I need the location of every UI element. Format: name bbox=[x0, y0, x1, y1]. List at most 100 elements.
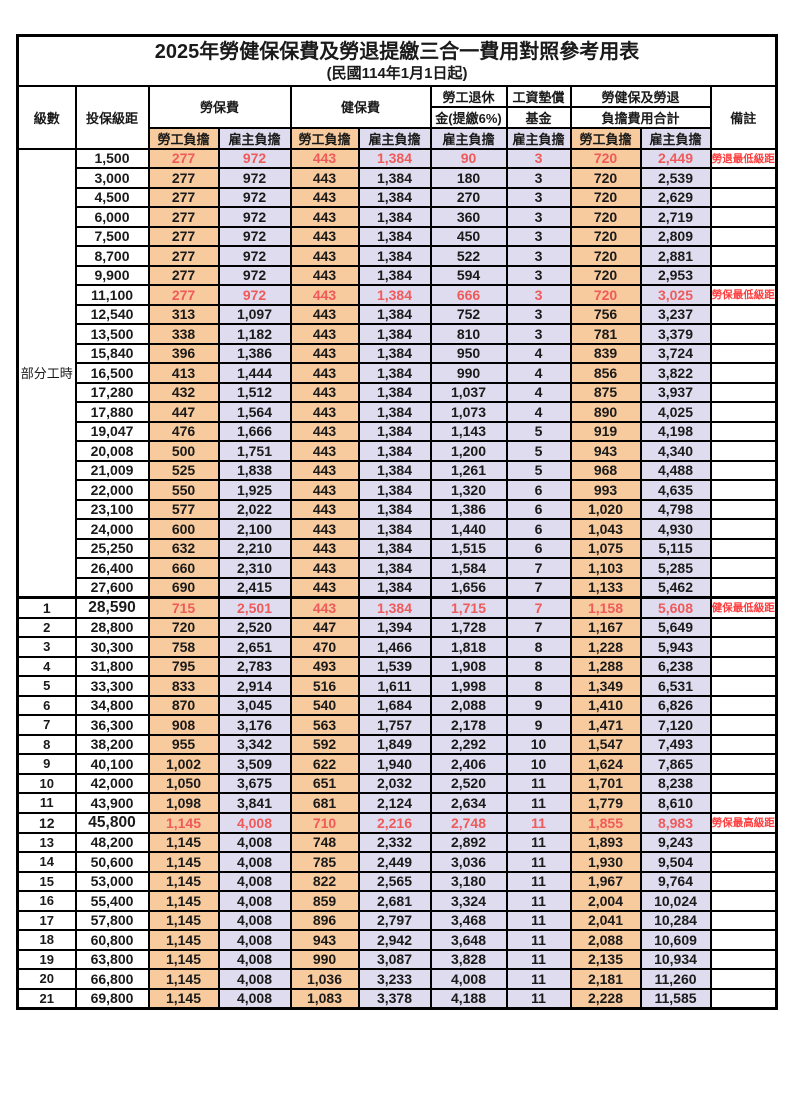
cell-health-employer: 1,684 bbox=[357, 694, 432, 716]
subheader-health-employer: 雇主負擔 bbox=[357, 126, 432, 150]
cell-total-employee: 1,930 bbox=[569, 851, 642, 873]
cell-pension-employer: 1,998 bbox=[429, 675, 508, 697]
cell-labor-employee: 476 bbox=[147, 420, 220, 442]
cell-total-employee: 1,133 bbox=[569, 576, 642, 598]
cell-health-employer: 2,681 bbox=[357, 890, 432, 912]
table-row: 20,008 500 1,751 443 1,384 1,200 5 943 4,340 bbox=[18, 440, 778, 462]
cell-wage-fund-employer: 11 bbox=[505, 870, 572, 892]
header-wage-fund-line2: 基金 bbox=[505, 105, 572, 129]
cell-health-employee: 1,083 bbox=[289, 987, 360, 1009]
cell-total-employer: 4,488 bbox=[639, 459, 712, 481]
cell-labor-employee: 1,098 bbox=[147, 792, 220, 814]
cell-note bbox=[709, 694, 778, 716]
cell-note bbox=[709, 206, 778, 228]
table-row: 21 69,800 1,145 4,008 1,083 3,378 4,188 11 2,228… bbox=[16, 987, 778, 1009]
cell-total-employer: 4,340 bbox=[639, 440, 712, 462]
cell-total-employee: 1,075 bbox=[569, 537, 642, 559]
cell-wage-fund-employer: 7 bbox=[505, 576, 572, 598]
table-row: 16 55,400 1,145 4,008 859 2,681 3,324 11 2,004 10… bbox=[16, 890, 778, 912]
cell-wage-fund-employer: 4 bbox=[505, 342, 572, 364]
cell-health-employee: 443 bbox=[289, 401, 360, 423]
cell-labor-employer: 2,310 bbox=[217, 557, 292, 579]
cell-total-employer: 3,937 bbox=[639, 381, 712, 403]
cell-health-employer: 1,384 bbox=[357, 323, 432, 345]
cell-wage-fund-employer: 8 bbox=[505, 655, 572, 677]
cell-labor-employer: 972 bbox=[217, 264, 292, 286]
cell-health-employee: 681 bbox=[289, 792, 360, 814]
cell-total-employer: 2,449 bbox=[639, 147, 712, 169]
cell-labor-employee: 1,002 bbox=[147, 753, 220, 775]
cell-bracket: 23,100 bbox=[74, 498, 150, 520]
cell-pension-employer: 90 bbox=[429, 147, 508, 169]
cell-total-employee: 1,167 bbox=[569, 616, 642, 638]
cell-level: 10 bbox=[16, 772, 77, 794]
cell-health-employee: 822 bbox=[289, 870, 360, 892]
header-labor-insurance: 勞保費 bbox=[147, 84, 292, 129]
cell-labor-employee: 396 bbox=[147, 342, 220, 364]
cell-health-employer: 1,611 bbox=[357, 675, 432, 697]
cell-bracket: 28,800 bbox=[74, 616, 150, 638]
cell-bracket: 26,400 bbox=[74, 557, 150, 579]
subheader-total-employee: 勞工負擔 bbox=[569, 126, 642, 150]
cell-total-employee: 2,135 bbox=[569, 948, 642, 970]
cell-pension-employer: 270 bbox=[429, 186, 508, 208]
subheader-labor-employee: 勞工負擔 bbox=[147, 126, 220, 150]
cell-total-employee: 2,041 bbox=[569, 909, 642, 931]
cell-bracket: 27,600 bbox=[74, 576, 150, 598]
header-wage-fund-line1: 工資墊償 bbox=[505, 84, 572, 108]
table-row: 4,500 277 972 443 1,384 270 3 720 2,629 bbox=[18, 186, 778, 208]
cell-health-employee: 443 bbox=[289, 459, 360, 481]
cell-health-employee: 443 bbox=[289, 167, 360, 189]
cell-labor-employer: 1,751 bbox=[217, 440, 292, 462]
cell-note bbox=[709, 342, 778, 364]
cell-labor-employee: 577 bbox=[147, 498, 220, 520]
cell-total-employee: 1,471 bbox=[569, 714, 642, 736]
cell-labor-employee: 1,145 bbox=[147, 948, 220, 970]
cell-pension-employer: 1,037 bbox=[429, 381, 508, 403]
cell-total-employer: 5,649 bbox=[639, 616, 712, 638]
cell-pension-employer: 666 bbox=[429, 284, 508, 306]
cell-total-employer: 8,983 bbox=[639, 811, 712, 834]
cell-note bbox=[709, 537, 778, 559]
cell-health-employee: 443 bbox=[289, 420, 360, 442]
cell-wage-fund-employer: 3 bbox=[505, 323, 572, 345]
cell-labor-employer: 972 bbox=[217, 206, 292, 228]
table-row: 8,700 277 972 443 1,384 522 3 720 2,881 bbox=[18, 245, 778, 267]
cell-note: 健保最低級距 bbox=[709, 595, 778, 619]
cell-labor-employee: 955 bbox=[147, 733, 220, 755]
cell-total-employee: 1,158 bbox=[569, 595, 642, 619]
cell-labor-employee: 795 bbox=[147, 655, 220, 677]
cell-health-employee: 493 bbox=[289, 655, 360, 677]
cell-health-employer: 1,384 bbox=[357, 342, 432, 364]
cell-total-employee: 919 bbox=[569, 420, 642, 442]
cell-wage-fund-employer: 10 bbox=[505, 753, 572, 775]
cell-total-employee: 2,181 bbox=[569, 968, 642, 990]
cell-bracket: 12,540 bbox=[74, 303, 150, 325]
cell-wage-fund-employer: 3 bbox=[505, 186, 572, 208]
cell-wage-fund-employer: 7 bbox=[505, 557, 572, 579]
cell-health-employee: 447 bbox=[289, 616, 360, 638]
cell-bracket: 20,008 bbox=[74, 440, 150, 462]
cell-labor-employee: 313 bbox=[147, 303, 220, 325]
table-row: 15,840 396 1,386 443 1,384 950 4 839 3,724 bbox=[18, 342, 778, 364]
cell-health-employee: 785 bbox=[289, 851, 360, 873]
cell-health-employee: 443 bbox=[289, 225, 360, 247]
cell-labor-employer: 3,176 bbox=[217, 714, 292, 736]
cell-labor-employer: 2,783 bbox=[217, 655, 292, 677]
table-row: 6,000 277 972 443 1,384 360 3 720 2,719 bbox=[18, 206, 778, 228]
cell-total-employee: 2,088 bbox=[569, 929, 642, 951]
cell-bracket: 3,000 bbox=[74, 167, 150, 189]
table-row: 20 66,800 1,145 4,008 1,036 3,233 4,008 11 2,181… bbox=[16, 968, 778, 990]
cell-total-employee: 1,624 bbox=[569, 753, 642, 775]
cell-total-employer: 2,539 bbox=[639, 167, 712, 189]
cell-total-employer: 6,238 bbox=[639, 655, 712, 677]
cell-labor-employee: 277 bbox=[147, 245, 220, 267]
cell-note bbox=[709, 557, 778, 579]
cell-health-employee: 622 bbox=[289, 753, 360, 775]
cell-wage-fund-employer: 7 bbox=[505, 616, 572, 638]
cell-labor-employer: 2,022 bbox=[217, 498, 292, 520]
cell-total-employer: 4,635 bbox=[639, 479, 712, 501]
cell-bracket: 66,800 bbox=[74, 968, 150, 990]
cell-total-employee: 1,020 bbox=[569, 498, 642, 520]
cell-pension-employer: 2,178 bbox=[429, 714, 508, 736]
